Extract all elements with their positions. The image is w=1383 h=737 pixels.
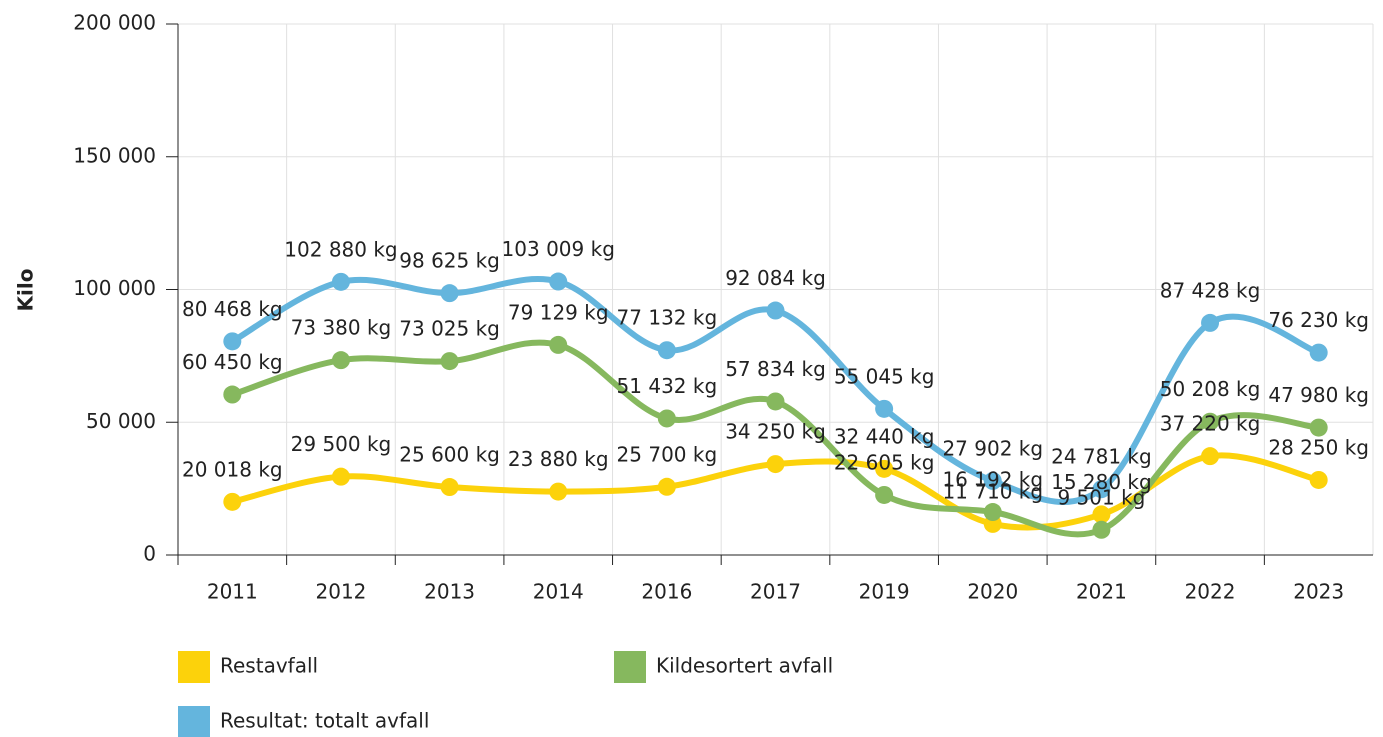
- data-point: [1309, 470, 1328, 489]
- data-point: [223, 492, 242, 511]
- data-label: 32 440 kg: [834, 424, 935, 448]
- data-label: 73 025 kg: [399, 317, 500, 341]
- data-point: [549, 272, 568, 291]
- data-point: [223, 332, 242, 351]
- x-tick-label: 2022: [1185, 580, 1236, 604]
- data-point: [549, 482, 568, 501]
- data-label: 23 880 kg: [508, 447, 609, 471]
- data-label: 73 380 kg: [291, 316, 392, 340]
- data-point: [1201, 412, 1220, 431]
- x-tick-label: 2021: [1076, 580, 1127, 604]
- data-point: [331, 351, 350, 370]
- x-tick-label: 2014: [533, 580, 584, 604]
- x-tick-label: 2017: [750, 580, 801, 604]
- x-tick-label: 2016: [641, 580, 692, 604]
- data-label: 34 250 kg: [725, 420, 826, 444]
- x-tick-label: 2023: [1293, 580, 1344, 604]
- data-point: [331, 272, 350, 291]
- data-label: 28 250 kg: [1268, 435, 1369, 459]
- data-point: [875, 399, 894, 418]
- data-point: [440, 352, 459, 371]
- data-point: [440, 284, 459, 303]
- data-label: 55 045 kg: [834, 364, 935, 388]
- data-label: 16 192 kg: [942, 468, 1043, 492]
- y-tick-label: 50 000: [86, 409, 156, 433]
- data-label: 20 018 kg: [182, 457, 283, 481]
- data-point: [1092, 505, 1111, 524]
- data-point: [223, 385, 242, 404]
- x-tick-label: 2011: [207, 580, 258, 604]
- data-point: [766, 455, 785, 474]
- legend-label: Resultat: totalt avfall: [220, 709, 429, 733]
- data-point: [657, 477, 676, 496]
- data-point: [1092, 480, 1111, 499]
- legend-swatch: [178, 706, 210, 737]
- data-label: 76 230 kg: [1268, 308, 1369, 332]
- x-tick-label: 2019: [859, 580, 910, 604]
- data-point: [549, 335, 568, 354]
- data-label: 103 009 kg: [502, 237, 615, 261]
- y-axis-label: Kilo: [14, 269, 38, 312]
- y-tick-label: 200 000: [73, 11, 156, 35]
- data-label: 50 208 kg: [1160, 377, 1261, 401]
- data-label: 25 700 kg: [617, 442, 718, 466]
- data-label: 9 501 kg: [1057, 485, 1145, 509]
- data-point: [1092, 520, 1111, 539]
- data-label: 15 280 kg: [1051, 470, 1152, 494]
- data-label: 79 129 kg: [508, 300, 609, 324]
- data-point: [657, 409, 676, 428]
- series-line: [229, 275, 1322, 506]
- data-point: [875, 459, 894, 478]
- data-label: 11 710 kg: [942, 479, 1043, 503]
- data-label: 80 468 kg: [182, 297, 283, 321]
- data-point: [766, 301, 785, 320]
- data-label: 60 450 kg: [182, 350, 283, 374]
- legend-swatch: [614, 651, 646, 683]
- data-label: 51 432 kg: [617, 374, 718, 398]
- x-tick-label: 2020: [967, 580, 1018, 604]
- data-label: 47 980 kg: [1268, 383, 1369, 407]
- x-tick-label: 2012: [316, 580, 367, 604]
- data-point: [657, 341, 676, 360]
- x-tick-label: 2013: [424, 580, 475, 604]
- data-label: 77 132 kg: [617, 306, 718, 330]
- data-label: 87 428 kg: [1160, 278, 1261, 302]
- data-point: [766, 392, 785, 411]
- data-label: 27 902 kg: [942, 436, 1043, 460]
- data-label: 57 834 kg: [725, 357, 826, 381]
- data-point: [1309, 343, 1328, 362]
- data-label: 29 500 kg: [291, 432, 392, 456]
- data-label: 37 220 kg: [1160, 412, 1261, 436]
- data-label: 22 605 kg: [834, 450, 935, 474]
- y-tick-label: 0: [143, 542, 156, 566]
- data-point: [440, 478, 459, 497]
- legend-swatch: [178, 651, 210, 683]
- data-point: [1309, 418, 1328, 437]
- data-label: 102 880 kg: [284, 237, 397, 261]
- data-point: [1201, 313, 1220, 332]
- data-point: [983, 471, 1002, 490]
- data-point: [1201, 447, 1220, 466]
- data-point: [983, 503, 1002, 522]
- y-tick-label: 150 000: [73, 143, 156, 167]
- y-tick-label: 100 000: [73, 276, 156, 300]
- data-label: 98 625 kg: [399, 249, 500, 273]
- legend-label: Kildesortert avfall: [656, 654, 833, 678]
- data-label: 92 084 kg: [725, 266, 826, 290]
- legend-label: Restavfall: [220, 654, 318, 678]
- data-point: [875, 485, 894, 504]
- data-label: 25 600 kg: [399, 443, 500, 467]
- data-point: [331, 467, 350, 486]
- data-label: 24 781 kg: [1051, 445, 1152, 469]
